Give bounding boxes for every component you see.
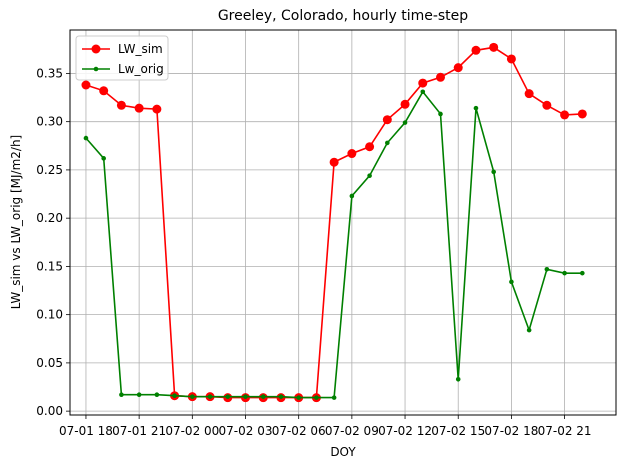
- data-point: [243, 394, 248, 399]
- data-point: [365, 142, 375, 152]
- data-point: [420, 89, 426, 95]
- x-tick-label: 07-02 12: [378, 424, 432, 438]
- y-tick-label: 0.30: [36, 115, 63, 129]
- legend-label: LW_sim: [118, 42, 163, 56]
- data-point: [509, 279, 514, 285]
- x-tick-label: 07-02 18: [484, 424, 538, 438]
- y-tick-label: 0.15: [36, 259, 63, 273]
- y-axis: 0.00 0.05 0.10 0.15 0.20 0.25 0.30 0.35: [36, 66, 70, 418]
- data-point: [314, 395, 319, 400]
- data-point: [562, 270, 567, 276]
- x-tick-label: 07-01 21: [112, 424, 166, 438]
- data-point: [278, 394, 284, 399]
- data-point: [101, 156, 106, 161]
- data-point: [580, 270, 585, 276]
- data-point: [491, 169, 496, 175]
- legend: LW_sim Lw_orig: [75, 35, 169, 81]
- data-point: [349, 193, 355, 199]
- data-point: [473, 105, 479, 111]
- x-tick-label: 07-02 00: [165, 424, 219, 438]
- legend-item: LW_sim: [82, 42, 163, 56]
- data-point: [207, 394, 213, 399]
- data-point: [99, 86, 109, 96]
- data-point: [152, 104, 162, 114]
- y-tick-label: 0.00: [36, 404, 63, 418]
- data-point: [402, 120, 408, 125]
- data-point: [453, 63, 463, 73]
- data-point: [260, 394, 266, 399]
- data-point: [347, 149, 357, 159]
- plot-frame: [69, 29, 617, 416]
- data-point: [455, 376, 461, 382]
- data-point: [154, 392, 160, 398]
- y-tick-label: 0.35: [36, 66, 63, 80]
- data-point: [544, 266, 550, 272]
- series-line: [85, 46, 583, 399]
- data-point: [471, 45, 481, 55]
- y-axis-label: LW_sim vs LW_orig [MJ/m2/h]: [9, 135, 23, 309]
- legend-marker: [91, 44, 101, 54]
- x-axis: 07-01 18 07-01 21 07-02 00 07-02 03 07-02 06…: [59, 415, 592, 438]
- y-tick-label: 0.05: [36, 356, 63, 370]
- legend-item: Lw_orig: [82, 62, 164, 76]
- data-point: [438, 111, 443, 117]
- data-point: [367, 173, 372, 179]
- data-point: [116, 100, 126, 110]
- data-point: [81, 80, 91, 90]
- data-point: [560, 110, 570, 120]
- data-point: [489, 42, 499, 52]
- series-lw-sim: [81, 42, 587, 403]
- x-tick-label: 07-02 09: [325, 424, 379, 438]
- data-point: [190, 394, 195, 399]
- x-tick-label: 07-02 06: [272, 424, 326, 438]
- data-point: [382, 115, 392, 125]
- series-lw-orig: [83, 89, 585, 400]
- data-point: [577, 109, 587, 119]
- data-point: [385, 140, 390, 146]
- data-point: [172, 393, 177, 399]
- chart-title: Greeley, Colorado, hourly time-step: [218, 8, 468, 24]
- y-tick-label: 0.20: [36, 211, 63, 225]
- grid: [70, 30, 616, 415]
- legend-marker: [93, 66, 99, 72]
- data-point: [119, 392, 124, 398]
- x-tick-label: 07-02 15: [431, 424, 485, 438]
- x-tick-label: 07-02 21: [538, 424, 592, 438]
- data-point: [134, 103, 144, 113]
- series-line: [85, 90, 583, 399]
- data-point: [400, 99, 410, 109]
- x-axis-label: DOY: [330, 445, 356, 459]
- y-tick-label: 0.10: [36, 308, 63, 322]
- data-point: [296, 395, 301, 400]
- data-point: [524, 89, 534, 99]
- legend-label: Lw_orig: [118, 62, 164, 76]
- x-tick-label: 07-02 03: [219, 424, 273, 438]
- data-point: [331, 395, 337, 400]
- data-point: [329, 157, 339, 167]
- data-point: [436, 72, 445, 82]
- data-point: [506, 54, 516, 64]
- data-point: [83, 135, 89, 141]
- data-point: [542, 100, 552, 110]
- series-lines: [81, 42, 587, 403]
- data-point: [418, 78, 428, 88]
- data-point: [136, 392, 142, 398]
- x-tick-label: 07-01 18: [59, 424, 113, 438]
- data-point: [225, 394, 231, 399]
- data-point: [526, 327, 532, 333]
- y-tick-label: 0.25: [36, 163, 63, 177]
